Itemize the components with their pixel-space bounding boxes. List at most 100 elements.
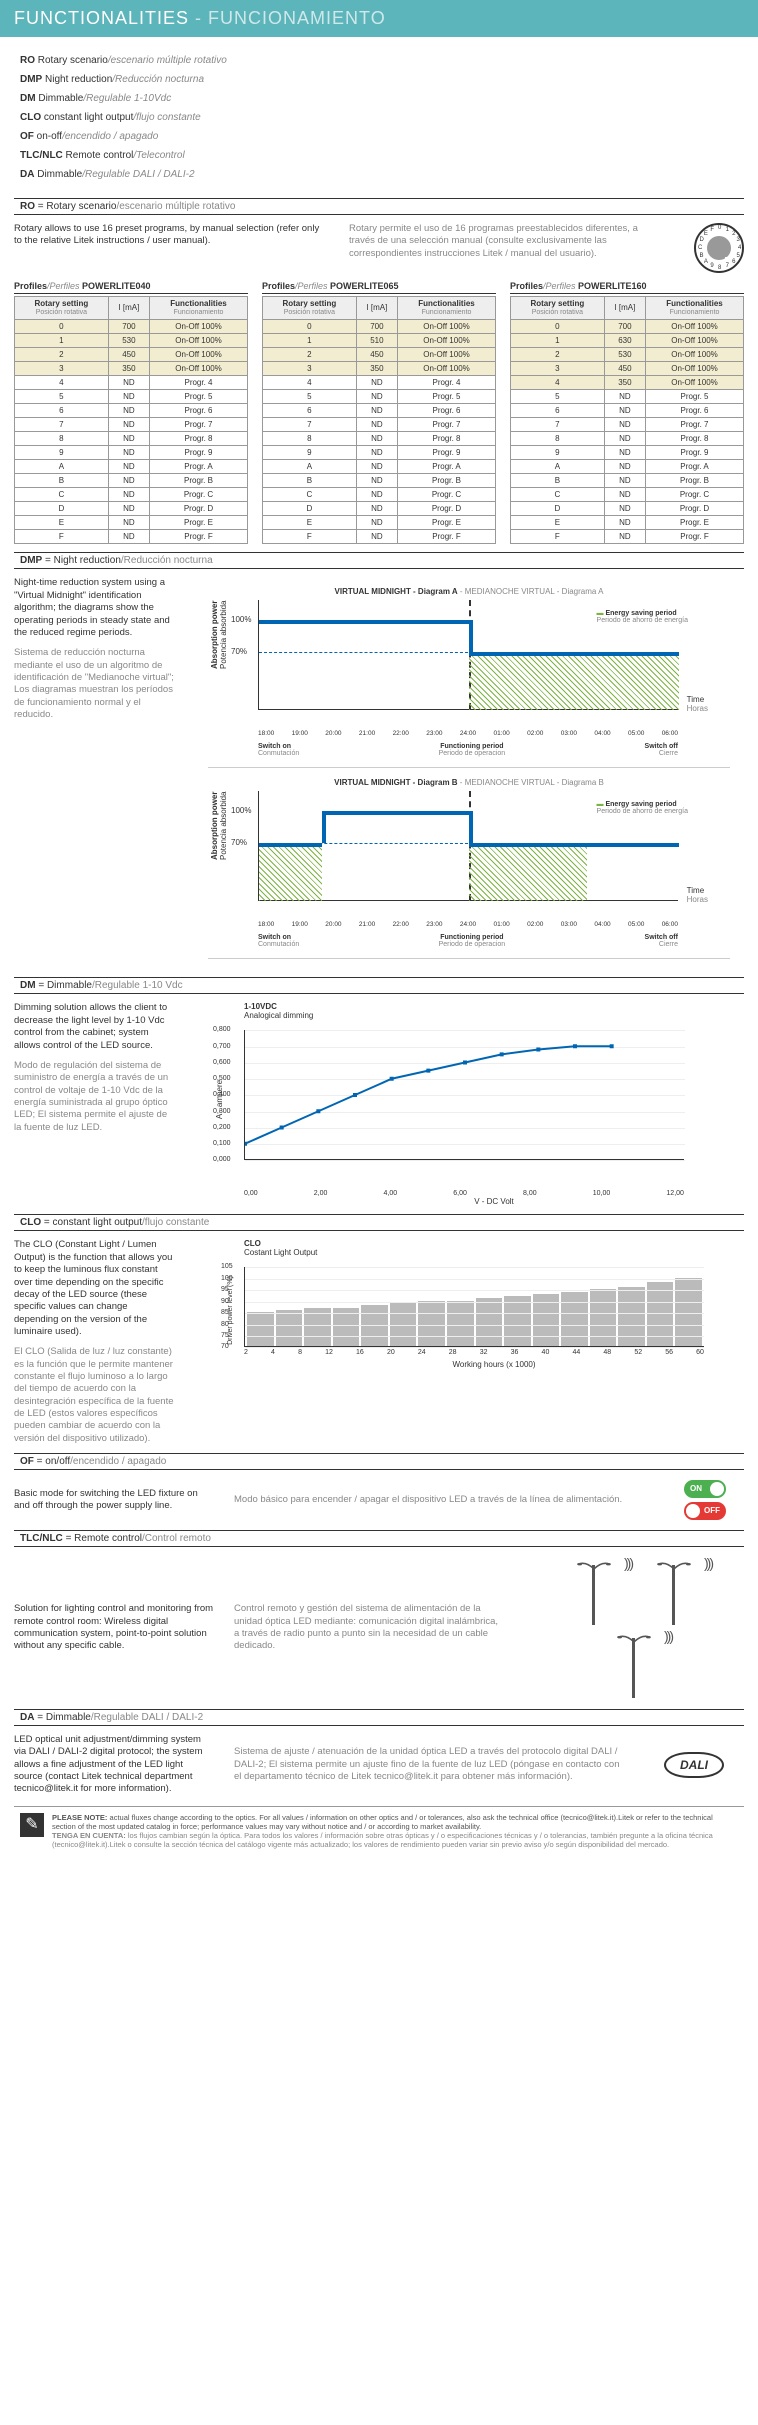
dm-desc-en: Dimming solution allows the client to de…	[14, 1002, 174, 1051]
table-row: 5NDProgr. 5	[511, 390, 744, 404]
rotary-table: Rotary settingPosición rotativaI [mA]Fun…	[510, 296, 744, 544]
dmp-desc-es: Sistema de reducción nocturna mediante e…	[14, 647, 174, 721]
func-item: DMP Night reduction/Reducción nocturna	[20, 70, 738, 89]
clo-section-bar: CLO = constant light output/flujo consta…	[14, 1214, 744, 1231]
functionalities-list: RO Rotary scenario/escenario múltiple ro…	[20, 51, 738, 184]
table-row: CNDProgr. C	[15, 488, 248, 502]
table-row: DNDProgr. D	[263, 502, 496, 516]
of-desc-en: Basic mode for switching the LED fixture…	[14, 1488, 214, 1513]
of-section-bar: OF = on/off/encendido / apagado	[14, 1453, 744, 1470]
table-row: CNDProgr. C	[511, 488, 744, 502]
table-row: 2450On-Off 100%	[263, 348, 496, 362]
table-row: 1530On-Off 100%	[15, 334, 248, 348]
table-row: 0700On-Off 100%	[263, 320, 496, 334]
table-row: ENDProgr. E	[263, 516, 496, 530]
dm-desc-es: Modo de regulación del sistema de sumini…	[14, 1060, 174, 1134]
dmp-desc-en: Night-time reduction system using a "Vir…	[14, 577, 174, 639]
table-row: BNDProgr. B	[15, 474, 248, 488]
table-row: DNDProgr. D	[511, 502, 744, 516]
table-row: 9NDProgr. 9	[511, 446, 744, 460]
table-row: FNDProgr. F	[511, 530, 744, 544]
table-row: 8NDProgr. 8	[263, 432, 496, 446]
table-row: ENDProgr. E	[15, 516, 248, 530]
table-row: 0700On-Off 100%	[15, 320, 248, 334]
func-item: CLO constant light output/flujo constant…	[20, 108, 738, 127]
clo-chart: 105100959085807570	[244, 1267, 704, 1347]
func-item: RO Rotary scenario/escenario múltiple ro…	[20, 51, 738, 70]
table-row: 9NDProgr. 9	[263, 446, 496, 460]
light-pole-icon: )))	[654, 1555, 694, 1625]
table-row: 7NDProgr. 7	[15, 418, 248, 432]
table-row: 1510On-Off 100%	[263, 334, 496, 348]
table-row: 3350On-Off 100%	[15, 362, 248, 376]
table-row: 5NDProgr. 5	[263, 390, 496, 404]
rotary-table: Rotary settingPosición rotativaI [mA]Fun…	[262, 296, 496, 544]
table-row: FNDProgr. F	[15, 530, 248, 544]
table-row: 4350On-Off 100%	[511, 376, 744, 390]
toggle-off-icon: OFF	[684, 1502, 726, 1520]
table-row: 1630On-Off 100%	[511, 334, 744, 348]
header-es: - FUNCIONAMIENTO	[195, 8, 386, 28]
table-row: 2530On-Off 100%	[511, 348, 744, 362]
light-pole-icon: )))	[574, 1555, 614, 1625]
rotary-table: Rotary settingPosición rotativaI [mA]Fun…	[14, 296, 248, 544]
func-item: DM Dimmable/Regulable 1-10Vdc	[20, 89, 738, 108]
tlc-desc-en: Solution for lighting control and monito…	[14, 1603, 214, 1652]
table-row: 6NDProgr. 6	[263, 404, 496, 418]
clo-desc-en: The CLO (Constant Light / Lumen Output) …	[14, 1239, 174, 1338]
dm-chart: 0,8000,7000,6000,5000,4000,3000,2000,100…	[244, 1030, 684, 1160]
table-row: 8NDProgr. 8	[15, 432, 248, 446]
header-en: FUNCTIONALITIES	[14, 8, 189, 28]
ro-desc-en: Rotary allows to use 16 preset programs,…	[14, 223, 329, 273]
func-item: TLC/NLC Remote control/Telecontrol	[20, 146, 738, 165]
rotary-dial-icon: 0123456789ABCDEF	[694, 223, 744, 273]
table-row: 6NDProgr. 6	[15, 404, 248, 418]
da-section-bar: DA = Dimmable/Regulable DALI / DALI-2	[14, 1709, 744, 1726]
func-item: DA Dimmable/Regulable DALI / DALI-2	[20, 165, 738, 184]
table-row: 0700On-Off 100%	[511, 320, 744, 334]
table-row: BNDProgr. B	[511, 474, 744, 488]
dm-section-bar: DM = Dimmable/Regulable 1-10 Vdc	[14, 977, 744, 994]
light-pole-icon: )))	[614, 1628, 654, 1698]
dali-badge-icon: DALI	[664, 1752, 724, 1778]
table-row: 3350On-Off 100%	[263, 362, 496, 376]
wireless-poles-icon: )))))))))	[524, 1555, 744, 1701]
table-row: 9NDProgr. 9	[15, 446, 248, 460]
table-row: 5NDProgr. 5	[15, 390, 248, 404]
profile-title: Profiles/Perfiles POWERLITE160	[510, 281, 744, 294]
ro-desc-es: Rotary permite el uso de 16 programas pr…	[349, 223, 664, 273]
vm-chart: 100%70%Absorption powerPotencia absorbid…	[258, 791, 678, 901]
profile-title: Profiles/Perfiles POWERLITE040	[14, 281, 248, 294]
tlc-section-bar: TLC/NLC = Remote control/Control remoto	[14, 1530, 744, 1547]
toggle-on-icon: ON	[684, 1480, 726, 1498]
ro-section-bar: RO = Rotary scenario/escenario múltiple …	[14, 198, 744, 215]
func-item: OF on-off/encendido / apagado	[20, 127, 738, 146]
of-desc-es: Modo básico para encender / apagar el di…	[234, 1494, 664, 1506]
da-desc-es: Sistema de ajuste / atenuación de la uni…	[234, 1746, 624, 1783]
dmp-section-bar: DMP = Night reduction/Reducción nocturna	[14, 552, 744, 569]
clo-desc-es: El CLO (Salida de luz / luz constante) e…	[14, 1346, 174, 1445]
table-row: 7NDProgr. 7	[511, 418, 744, 432]
table-row: ANDProgr. A	[15, 460, 248, 474]
table-row: ANDProgr. A	[511, 460, 744, 474]
tlc-desc-es: Control remoto y gestión del sistema de …	[234, 1603, 504, 1652]
profile-tables: Profiles/Perfiles POWERLITE040 Rotary set…	[14, 281, 744, 544]
table-row: ANDProgr. A	[263, 460, 496, 474]
table-row: 2450On-Off 100%	[15, 348, 248, 362]
vm-chart: 100%70%Absorption powerPotencia absorbid…	[258, 600, 678, 710]
table-row: 7NDProgr. 7	[263, 418, 496, 432]
table-row: FNDProgr. F	[263, 530, 496, 544]
table-row: 6NDProgr. 6	[511, 404, 744, 418]
table-row: DNDProgr. D	[15, 502, 248, 516]
table-row: 4NDProgr. 4	[263, 376, 496, 390]
table-row: 4NDProgr. 4	[15, 376, 248, 390]
table-row: ENDProgr. E	[511, 516, 744, 530]
table-row: 3450On-Off 100%	[511, 362, 744, 376]
table-row: 8NDProgr. 8	[511, 432, 744, 446]
profile-title: Profiles/Perfiles POWERLITE065	[262, 281, 496, 294]
page-header: FUNCTIONALITIES - FUNCIONAMIENTO	[0, 0, 758, 37]
da-desc-en: LED optical unit adjustment/dimming syst…	[14, 1734, 214, 1796]
table-row: CNDProgr. C	[263, 488, 496, 502]
table-row: BNDProgr. B	[263, 474, 496, 488]
note-icon: ✎	[20, 1813, 44, 1837]
